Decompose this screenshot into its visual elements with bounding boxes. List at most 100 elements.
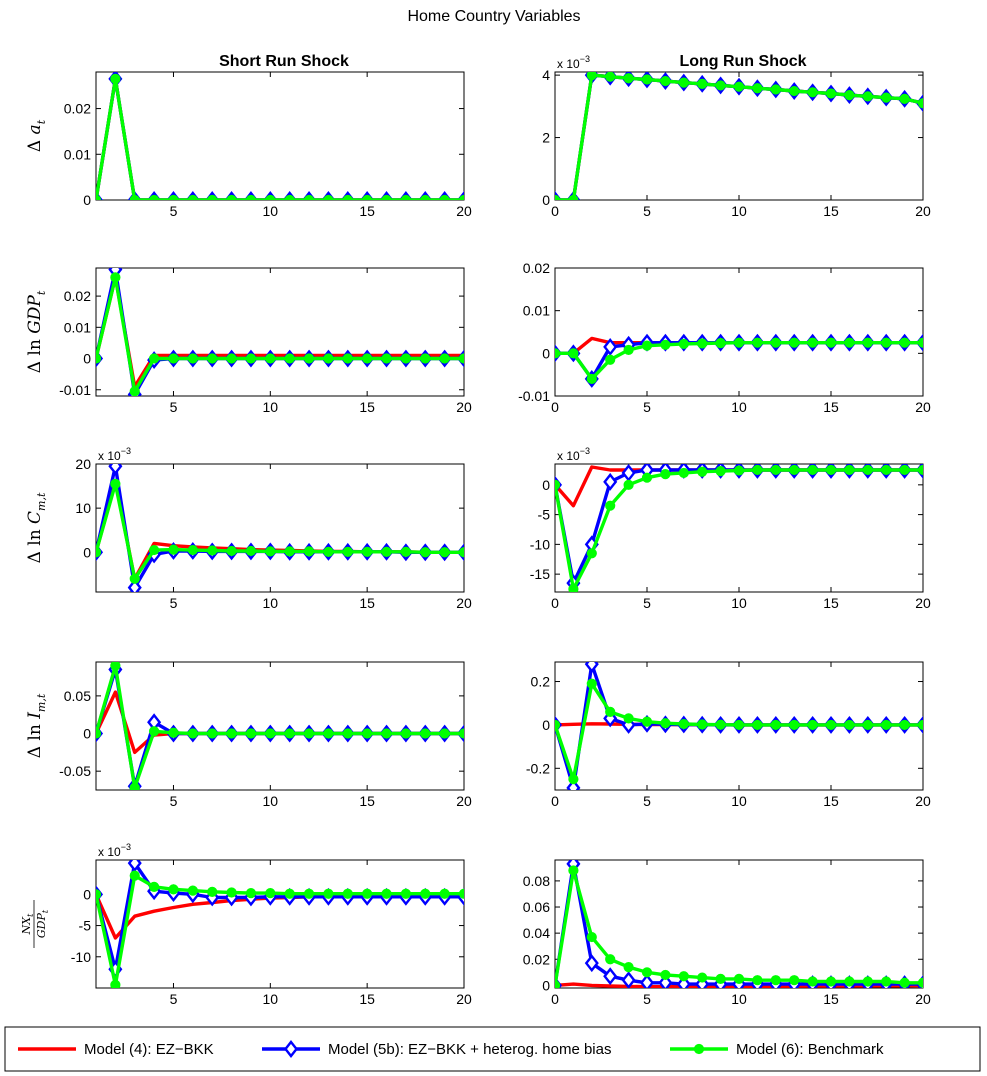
blue-series-point [108,464,123,476]
row-label-3: Δ ln Im,t [25,693,48,758]
green-series-point [342,888,353,899]
axis-exponent-label: x 10−3 [98,446,131,463]
green-series-point [807,719,818,731]
y-tick-label: 0 [83,726,91,742]
x-tick-label: 20 [456,595,472,611]
green-series-point [110,478,121,489]
green-series-point [323,194,334,200]
green-series-point [641,472,653,483]
green-series-point [715,973,726,984]
y-tick-label: 4 [542,67,550,83]
green-series-point [660,75,671,87]
green-series-point [899,464,910,476]
x-tick-label: 15 [359,991,375,1007]
green-series-point [187,353,198,364]
x-tick-label: 20 [915,203,931,219]
row-label-subscript: t [35,119,48,124]
green-series-point [381,194,392,200]
x-tick-label: 0 [551,203,559,219]
green-series-point [226,887,237,898]
green-series-point [149,353,160,364]
series-layer [96,662,464,790]
y-tick-label: -0.01 [59,382,91,398]
green-series-point [342,353,353,364]
green-series-point [586,373,597,385]
y-tick-label: -0.01 [518,388,550,404]
x-tick-label: 15 [359,595,375,611]
green-series-point [555,479,561,490]
green-series-point [381,353,392,364]
green-series-point [439,547,450,558]
exponent-base: x 10 [557,449,580,463]
green-series-point [323,353,334,364]
green-series-point [96,889,102,900]
green-series-point [129,870,140,881]
green-series-point [303,546,315,557]
green-series-point [187,728,198,739]
x-tick-label: 10 [731,399,747,415]
green-series-point [149,194,160,200]
green-series-point [362,728,373,739]
row-label-text: Δ ln Im,t [25,693,48,758]
panel-lr-nx: 0 0.02 0.04 0.06 0.08 0 5 10 15 20 [523,859,931,1007]
y-tick-label: 0.04 [523,925,550,941]
row-label-4: NXt GDPt [20,900,50,948]
numerator-sub: t [26,913,35,917]
green-series-point [586,72,597,81]
x-tick-label: 20 [915,793,931,809]
green-series-point [733,465,745,476]
y-tick-label: -15 [530,566,550,582]
plot-area [554,859,924,989]
green-series-point [789,85,800,97]
x-tick-label: 10 [263,793,279,809]
series-layer [555,662,923,790]
x-tick-label: 10 [263,991,279,1007]
exponent-base: x 10 [98,449,121,463]
row-label-text: Δ at [25,119,48,152]
green-series-point [660,969,671,981]
green-series-point [303,353,315,364]
plot-area [95,71,465,201]
green-series-point [881,337,892,348]
green-series-point [899,719,910,731]
green-series-point [623,73,634,84]
series-layer [96,860,464,988]
numerator-var: NX [20,916,33,936]
green-series-point [226,353,237,364]
green-series-point [96,353,102,364]
green-series-point [187,544,198,556]
green-series-point [789,975,800,986]
series-layer [96,268,464,396]
green-series-point [439,353,450,364]
legend-entry-1: Model (5b): EZ−BKK + heterog. home bias [262,1040,611,1058]
green-series-point [605,72,616,82]
green-series-point [168,884,179,895]
legend-label: Model (5b): EZ−BKK + heterog. home bias [328,1041,611,1058]
y-tick-label: 0.02 [64,101,91,117]
row-label-operator: Δ [25,134,45,152]
green-series-point [733,337,745,348]
y-tick-label: 0.01 [523,303,550,319]
green-series-point [623,713,634,724]
y-tick-label: -10 [71,949,91,965]
green-series-point [899,977,910,988]
blue-series-point [566,778,581,790]
green-series-point [555,719,561,731]
green-series-point [168,353,179,364]
green-series-point [917,337,923,348]
green-series-point [844,337,855,348]
y-tick-label: 0.2 [531,674,551,690]
green-series-point [862,719,873,731]
green-series-point [458,547,464,558]
green-series-point [752,719,763,731]
green-series-point [207,353,218,364]
green-series-point [789,337,800,348]
green-series-point [226,194,237,200]
x-tick-label: 15 [823,793,839,809]
y-tick-label: 2 [542,130,550,146]
green-series-point [420,888,431,899]
green-series-point [752,83,763,94]
x-tick-label: 5 [643,991,651,1007]
green-series-point [862,337,873,348]
row-label-subscript: m,t [35,693,48,712]
